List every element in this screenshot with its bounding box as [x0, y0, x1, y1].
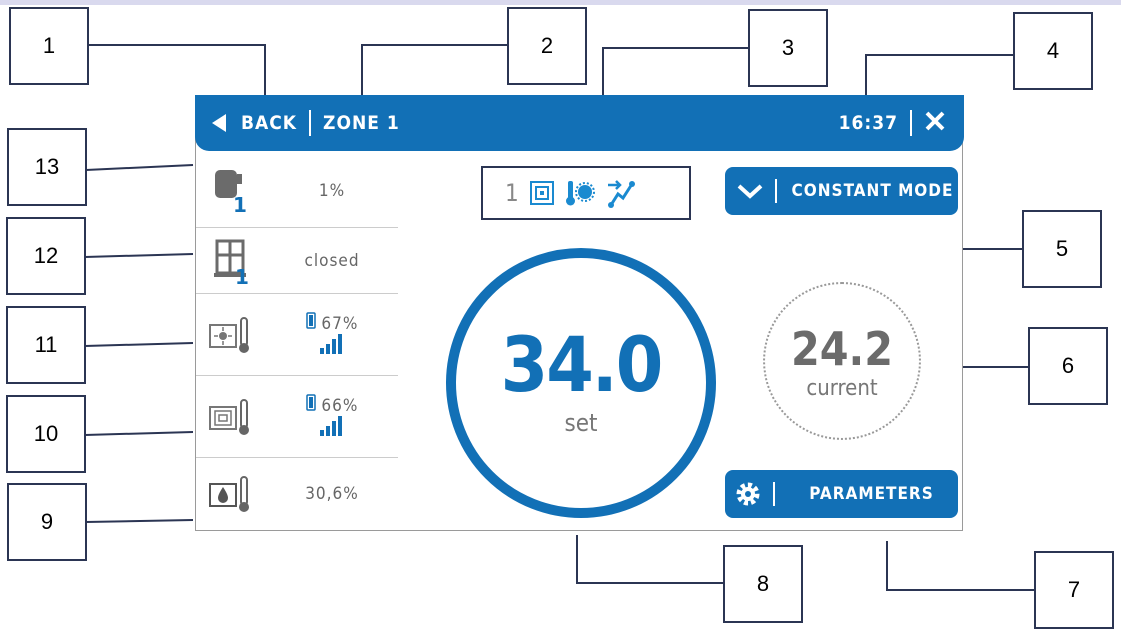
battery-icon: [305, 393, 316, 411]
floor-sensor-row[interactable]: 66%: [196, 376, 398, 458]
callout-10: 10: [6, 395, 86, 473]
callout-13: 13: [7, 128, 87, 206]
svg-text:1: 1: [233, 193, 247, 214]
divider: [309, 110, 312, 136]
header-bar: BACK ZONE 1 16:37: [195, 95, 964, 151]
room-sensor-row[interactable]: 67%: [196, 294, 398, 376]
mode-dropdown-button[interactable]: CONSTANT MODE: [725, 167, 958, 215]
callout-8: 8: [723, 545, 803, 623]
parameters-button[interactable]: PARAMETERS: [725, 470, 958, 518]
zone-status-box: 1: [481, 166, 691, 220]
back-arrow-icon: [212, 114, 226, 132]
floor-sensor-thermometer-icon: [209, 398, 249, 435]
callout-12: 12: [6, 217, 86, 295]
callout-11: 11: [6, 306, 86, 384]
callout-1: 1: [9, 7, 89, 85]
thermometer-sun-icon: [565, 181, 595, 206]
battery-icon: [305, 311, 316, 329]
callout-6: 6: [1028, 327, 1108, 405]
callout-5: 5: [1022, 210, 1102, 288]
set-temperature-dial[interactable]: 34.0 set: [446, 248, 716, 518]
chevron-down-icon: [737, 184, 763, 199]
actuator-icon: 1: [215, 169, 247, 214]
actuator-row[interactable]: 1 1%: [196, 154, 398, 228]
zone-title: ZONE 1: [323, 112, 400, 134]
schedule-arrow-icon: [607, 180, 635, 208]
callout-3: 3: [748, 9, 828, 87]
signal-strength-icon: [320, 415, 342, 436]
close-button[interactable]: [924, 110, 946, 137]
humidity-row[interactable]: 30,6%: [196, 458, 398, 530]
room-sensor-thermometer-icon: [209, 316, 249, 353]
window-sensor-icon: 1: [214, 239, 249, 284]
back-button[interactable]: BACK: [211, 112, 297, 134]
signal-strength-icon: [320, 333, 342, 354]
callout-9: 9: [7, 483, 87, 561]
controller-screen: BACK ZONE 1 16:37 1 1% 1 closed 67% 66% …: [195, 95, 964, 531]
floor-heating-icon: [529, 181, 554, 205]
humidity-thermometer-icon: [209, 476, 249, 512]
close-icon: [925, 111, 945, 130]
top-band: [0, 0, 1121, 5]
svg-text:1: 1: [235, 265, 249, 284]
clock: 16:37: [838, 112, 898, 134]
divider: [910, 110, 912, 136]
callout-2: 2: [507, 7, 587, 85]
current-temperature: 24.2 current: [763, 282, 921, 440]
window-sensor-row[interactable]: 1 closed: [196, 228, 398, 294]
callout-7: 7: [1034, 551, 1114, 629]
gear-icon: [736, 482, 760, 506]
callout-4: 4: [1013, 12, 1093, 90]
